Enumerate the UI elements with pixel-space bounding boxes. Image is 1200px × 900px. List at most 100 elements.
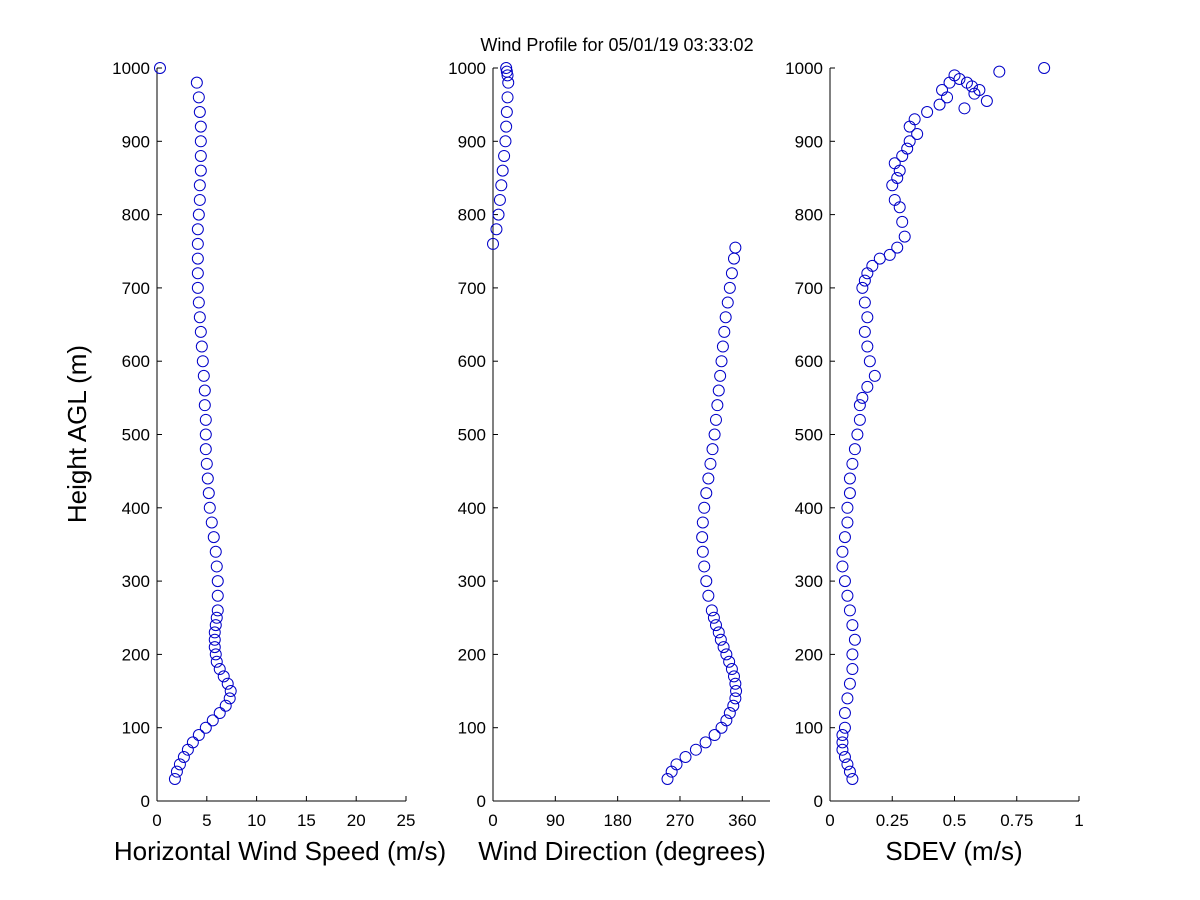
y-tick-label: 700 bbox=[458, 279, 486, 298]
data-point bbox=[193, 179, 206, 192]
x-tick-label: 360 bbox=[728, 811, 756, 830]
data-point bbox=[841, 758, 854, 771]
data-point bbox=[843, 472, 856, 485]
data-point bbox=[898, 230, 911, 243]
data-point bbox=[194, 164, 207, 177]
x-axis-label: Wind Direction (degrees) bbox=[478, 836, 766, 866]
data-point bbox=[888, 157, 901, 170]
data-point bbox=[836, 560, 849, 573]
data-point bbox=[838, 721, 851, 734]
data-point bbox=[891, 171, 904, 184]
data-point bbox=[191, 237, 204, 250]
data-point bbox=[853, 413, 866, 426]
data-point bbox=[718, 325, 731, 338]
data-point bbox=[221, 677, 234, 690]
data-point bbox=[948, 69, 961, 82]
data-point bbox=[1038, 62, 1051, 74]
data-point bbox=[499, 135, 512, 148]
data-point bbox=[193, 311, 206, 324]
data-point bbox=[211, 604, 224, 617]
x-tick-label: 15 bbox=[297, 811, 316, 830]
data-point bbox=[487, 237, 499, 250]
data-point bbox=[208, 626, 221, 639]
data-point bbox=[846, 457, 859, 470]
data-point bbox=[861, 267, 874, 280]
figure-title: Wind Profile for 05/01/19 03:33:02 bbox=[480, 35, 753, 55]
data-point bbox=[706, 443, 719, 456]
x-tick-label: 25 bbox=[397, 811, 416, 830]
data-point bbox=[689, 743, 702, 756]
data-point bbox=[868, 369, 881, 382]
data-point bbox=[210, 611, 223, 624]
data-point bbox=[698, 560, 711, 573]
series-points bbox=[487, 62, 743, 786]
data-point bbox=[198, 384, 211, 397]
data-point bbox=[838, 531, 851, 544]
data-point bbox=[500, 120, 513, 133]
y-tick-label: 100 bbox=[122, 719, 150, 738]
data-point bbox=[968, 87, 981, 100]
data-point bbox=[727, 252, 740, 265]
data-point bbox=[953, 72, 966, 85]
data-point bbox=[192, 91, 205, 104]
x-tick-label: 0.5 bbox=[943, 811, 967, 830]
data-point bbox=[496, 164, 509, 177]
panel-sdev: 0 100 200 300 400 500 600 700 800 900 1000 0 0.25 0.5… bbox=[785, 59, 1084, 866]
x-tick-label: 270 bbox=[666, 811, 694, 830]
data-point bbox=[720, 648, 733, 661]
data-point bbox=[498, 149, 511, 162]
data-point bbox=[861, 340, 874, 353]
y-tick-label: 400 bbox=[122, 499, 150, 518]
data-point bbox=[194, 135, 207, 148]
data-point bbox=[196, 355, 209, 368]
data-point bbox=[727, 670, 740, 683]
x-axis-label: Horizontal Wind Speed (m/s) bbox=[114, 836, 446, 866]
data-point bbox=[219, 699, 232, 712]
data-point bbox=[223, 692, 236, 705]
x-tick-label: 20 bbox=[347, 811, 366, 830]
data-point bbox=[848, 633, 861, 646]
data-point bbox=[723, 281, 736, 294]
y-tick-label: 500 bbox=[458, 426, 486, 445]
y-tick-label: 200 bbox=[122, 645, 150, 664]
y-tick-label: 900 bbox=[122, 132, 150, 151]
data-point bbox=[866, 259, 879, 272]
data-point bbox=[698, 501, 711, 514]
data-point bbox=[729, 241, 742, 254]
data-point bbox=[194, 149, 207, 162]
data-point bbox=[210, 655, 223, 668]
data-point bbox=[908, 113, 921, 126]
data-point bbox=[712, 626, 725, 639]
data-point bbox=[841, 501, 854, 514]
data-point bbox=[190, 76, 203, 89]
y-tick-label: 700 bbox=[122, 279, 150, 298]
data-point bbox=[495, 179, 508, 192]
data-point bbox=[696, 516, 709, 529]
x-tick-label: 0.25 bbox=[876, 811, 909, 830]
data-point bbox=[846, 663, 859, 676]
y-tick-label: 600 bbox=[122, 352, 150, 371]
y-tick-label: 300 bbox=[795, 572, 823, 591]
x-tick-label: 0 bbox=[825, 811, 834, 830]
data-point bbox=[858, 325, 871, 338]
data-point bbox=[729, 677, 742, 690]
data-point bbox=[858, 296, 871, 309]
data-point bbox=[861, 311, 874, 324]
data-point bbox=[721, 296, 734, 309]
data-point bbox=[702, 589, 715, 602]
data-point bbox=[661, 773, 674, 786]
data-point bbox=[709, 413, 722, 426]
y-tick-label: 700 bbox=[795, 279, 823, 298]
data-point bbox=[836, 545, 849, 558]
data-point bbox=[224, 685, 237, 698]
data-point bbox=[911, 127, 924, 140]
data-point bbox=[723, 707, 736, 720]
data-point bbox=[883, 248, 896, 261]
data-point bbox=[836, 736, 849, 749]
data-point bbox=[943, 76, 956, 89]
data-point bbox=[846, 773, 859, 786]
data-point bbox=[211, 589, 224, 602]
data-point bbox=[670, 758, 683, 771]
y-tick-label: 900 bbox=[458, 132, 486, 151]
